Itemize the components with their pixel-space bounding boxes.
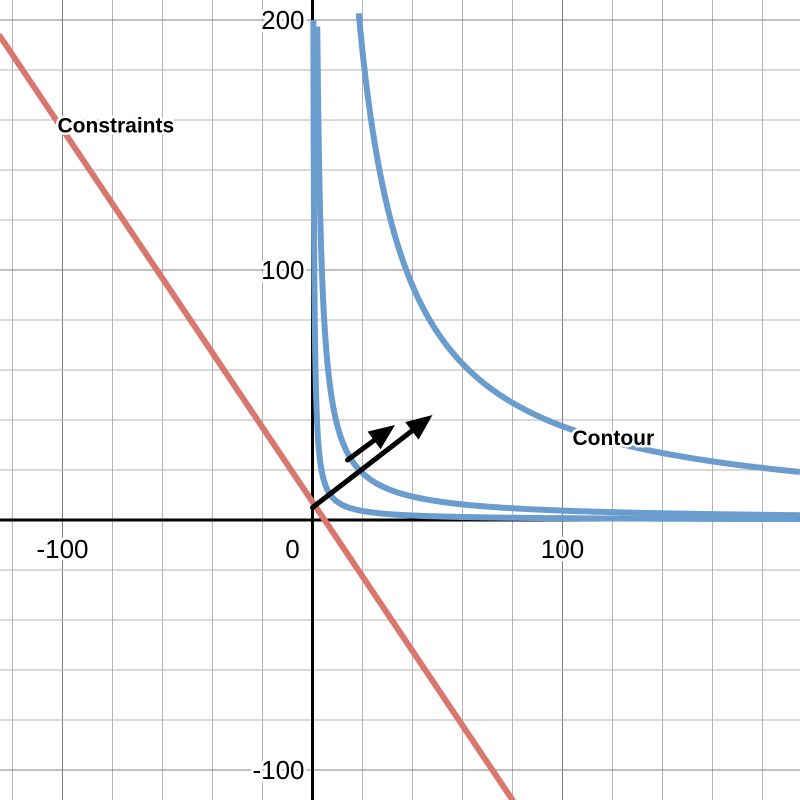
annotation-label: Constraints [58,115,175,138]
series [0,12,800,800]
contour-curve [314,26,800,519]
y-tick-label: 100 [261,255,304,285]
contour-curve [355,12,800,475]
y-tick-label: -100 [252,755,304,785]
x-tick-label: 100 [541,534,584,564]
gradient-arrow-shaft [345,437,377,463]
y-tick-label: 200 [261,5,304,35]
x-tick-label: -100 [36,534,88,564]
gradient-arrow-head [405,415,433,440]
gradient-arrow-head [367,425,395,450]
x-tick-label: 0 [285,534,299,564]
annotation-label: Contour [573,427,655,450]
contour-curve [310,19,800,523]
constraint-line [0,33,516,800]
labels: -100 0 100 -100 100 200 Constraints Contour [33,2,656,788]
gradient-arrow-shaft [310,428,415,510]
